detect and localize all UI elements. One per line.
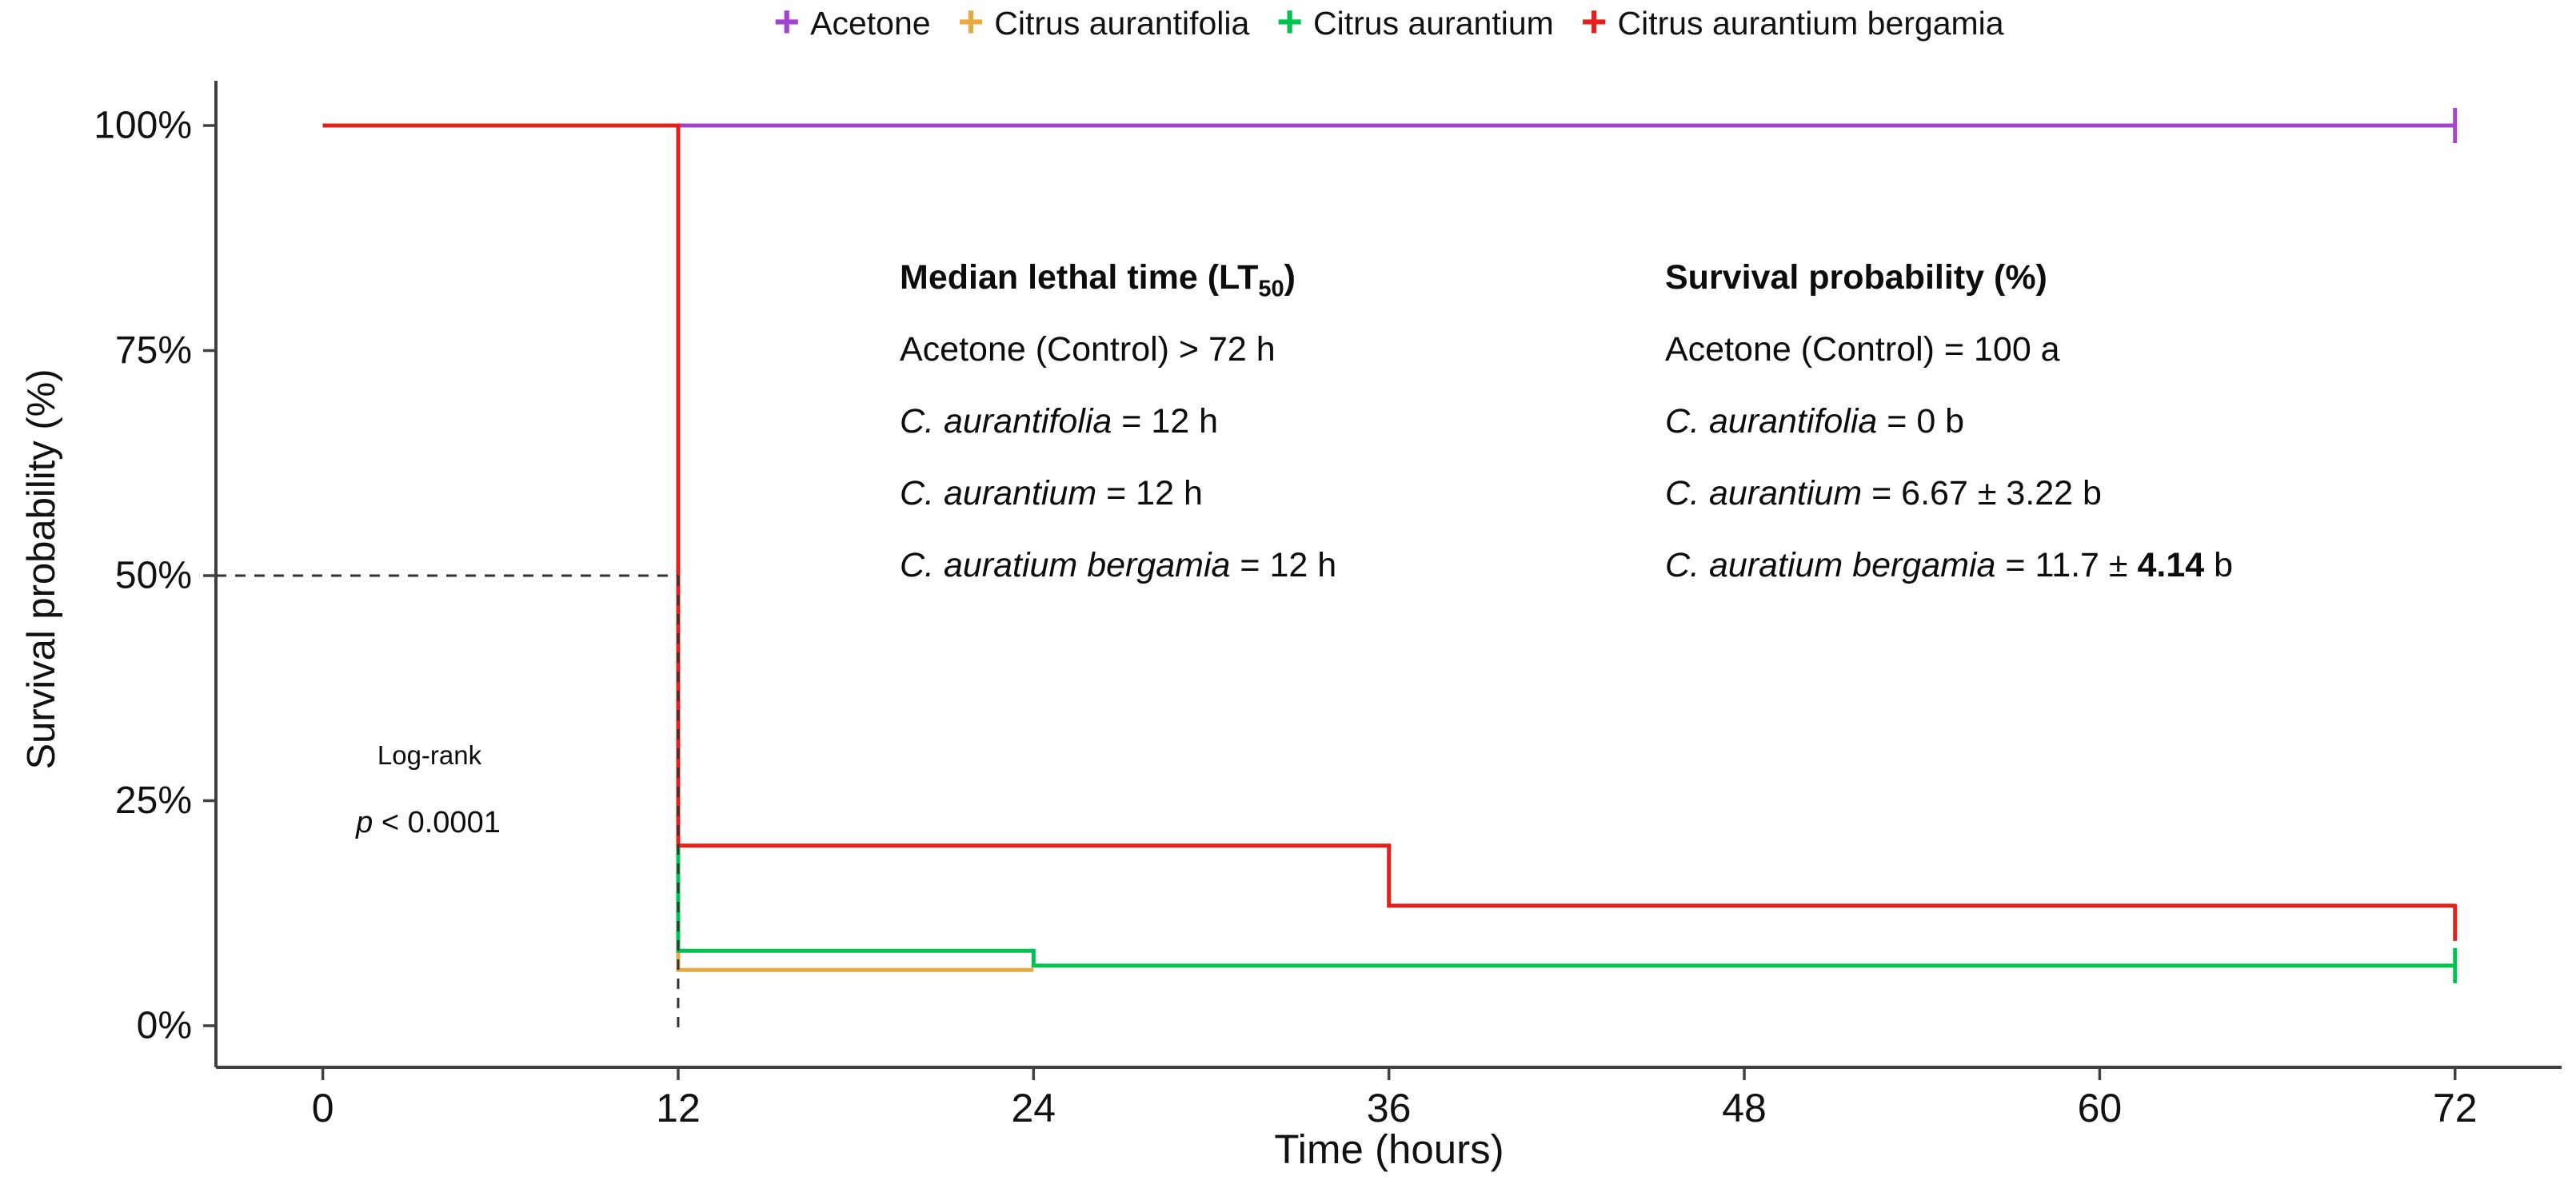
legend-item-citrus-aurantium-bergamia: + Citrus aurantium bergamia bbox=[1580, 0, 2004, 46]
logrank-pvalue: p < 0.0001 bbox=[356, 806, 501, 839]
survival-curve-citrus-aurantium-bergamia bbox=[322, 123, 2455, 908]
survival-probability-annotation: Survival probability (%) Acetone (Contro… bbox=[1665, 241, 2233, 601]
legend-item-citrus-aurantium: + Citrus aurantium bbox=[1276, 0, 1554, 46]
y-axis-title: Survival probability (%) bbox=[20, 369, 63, 770]
lt50-row-acetone: Acetone (Control) > 72 h bbox=[900, 330, 1276, 369]
surv-title: Survival probability (%) bbox=[1665, 258, 2047, 297]
logrank-label: Log-rank bbox=[377, 740, 482, 770]
lt50-title: Median lethal time (LT50) bbox=[900, 258, 1296, 302]
x-tick-label: 0 bbox=[312, 1086, 334, 1130]
legend-plus-icon: + bbox=[773, 0, 801, 46]
surv-row-acetone: Acetone (Control) = 100 a bbox=[1665, 330, 2060, 369]
x-tick-label: 24 bbox=[1012, 1086, 1056, 1130]
median-lethal-time-annotation: Median lethal time (LT50) Acetone (Contr… bbox=[900, 241, 1336, 601]
y-tick-label: 25% bbox=[115, 779, 192, 822]
surv-row-aurantifolia: C. aurantifolia = 0 b bbox=[1665, 402, 1965, 441]
legend-item-citrus-aurantifolia: + Citrus aurantifolia bbox=[957, 0, 1250, 46]
x-tick-label: 12 bbox=[656, 1086, 701, 1130]
x-axis-title: Time (hours) bbox=[1274, 1126, 1504, 1172]
surv-row-aurantium: C. aurantium = 6.67 ± 3.22 b bbox=[1665, 474, 2102, 512]
legend-plus-icon: + bbox=[1580, 0, 1608, 46]
legend-label: Citrus aurantifolia bbox=[994, 4, 1250, 42]
legend: + Acetone + Citrus aurantifolia + Citrus aura… bbox=[216, 0, 2562, 46]
legend-plus-icon: + bbox=[1276, 0, 1303, 46]
y-tick-label: 50% bbox=[115, 555, 192, 597]
lt50-row-bergamia: C. auratium bergamia = 12 h bbox=[900, 546, 1337, 584]
legend-label: Acetone bbox=[810, 4, 931, 42]
x-tick-label: 48 bbox=[1722, 1086, 1767, 1130]
x-tick-label: 72 bbox=[2433, 1086, 2478, 1130]
x-tick-label: 60 bbox=[2078, 1086, 2123, 1130]
y-tick-label: 100% bbox=[94, 105, 192, 147]
legend-label: Citrus aurantium bergamia bbox=[1617, 4, 2004, 42]
y-tick-label: 0% bbox=[137, 1005, 192, 1047]
legend-item-acetone: + Acetone bbox=[773, 0, 931, 46]
legend-label: Citrus aurantium bbox=[1313, 4, 1554, 42]
lt50-row-aurantifolia: C. aurantifolia = 12 h bbox=[900, 402, 1219, 441]
x-tick-label: 36 bbox=[1367, 1086, 1412, 1130]
y-tick-label: 75% bbox=[115, 329, 192, 372]
legend-plus-icon: + bbox=[957, 0, 984, 46]
lt50-row-aurantium: C. aurantium = 12 h bbox=[900, 474, 1203, 512]
surv-row-bergamia: C. auratium bergamia = 11.7 ± 4.14 b bbox=[1665, 546, 2234, 584]
